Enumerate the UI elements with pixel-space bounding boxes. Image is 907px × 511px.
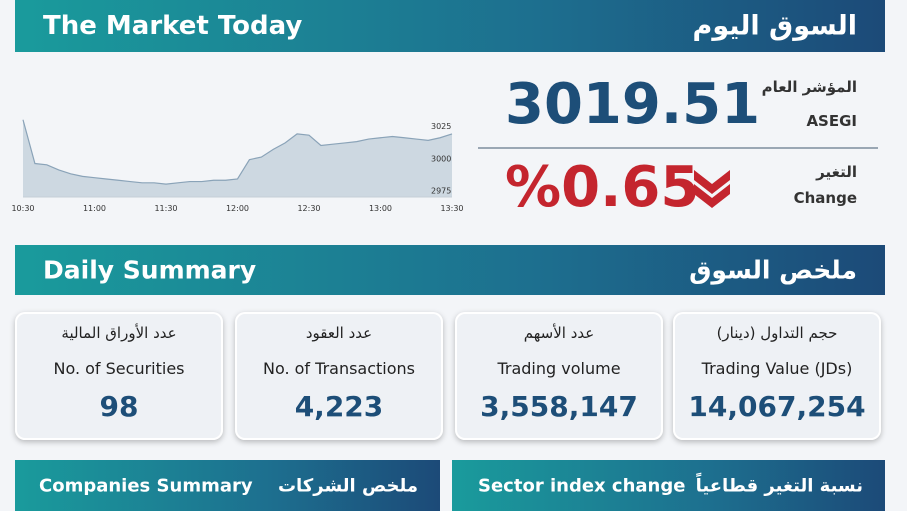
card-value: 3,558,147 [480, 390, 638, 423]
x-tick-label: 12:00 [226, 204, 249, 213]
x-tick-label: 11:00 [83, 204, 106, 213]
card-value: 14,067,254 [688, 390, 866, 423]
index-label-ar: المؤشر العام [761, 78, 857, 96]
x-tick-label: 13:00 [369, 204, 392, 213]
title-en: The Market Today [43, 11, 303, 41]
card-label-en: No. of Securities [53, 359, 185, 378]
y-tick-label: 3025 [431, 122, 451, 131]
y-tick-label: 3000 [431, 154, 451, 163]
change-label-ar: التغير [816, 163, 857, 181]
card-label-en: Trading volume [497, 359, 621, 378]
card-label-ar: حجم التداول (دينار) [716, 324, 838, 342]
card-value: 98 [99, 390, 139, 423]
header-bar: The Market Today السوق اليوم [15, 0, 885, 52]
x-tick-label: 10:30 [11, 204, 34, 213]
companies-ar: ملخص الشركات [277, 475, 418, 496]
daily-title-en: Daily Summary [43, 255, 257, 285]
companies-en: Companies Summary [39, 475, 253, 496]
daily-bar: Daily Summary ملخص السوق [15, 245, 885, 295]
companies-bar: Companies Summary ملخص الشركات [15, 460, 440, 511]
daily-title-ar: ملخص السوق [689, 255, 857, 285]
card-label-en: No. of Transactions [262, 359, 416, 378]
area [23, 119, 452, 197]
divider [478, 147, 878, 149]
line [22, 119, 453, 185]
title-ar: السوق اليوم [692, 10, 857, 42]
sector-ar: نسبة التغير قطاعياً [695, 475, 863, 496]
summary-card: عدد الأوراق المالية No. of Securities 98 [15, 312, 223, 440]
card-label-en: Trading Value (JDs) [701, 359, 853, 378]
y-tick-label: 2975 [431, 187, 451, 196]
index-value: 3019.51 [505, 72, 761, 137]
index-label-en: ASEGI [806, 112, 857, 130]
chart: 2975 3000 3025 10:30 11:00 11:30 12:00 12:30 13:… [11, 119, 464, 213]
card-label-ar: عدد الأسهم [523, 324, 595, 342]
summary-card: عدد الأسهم Trading volume 3,558,147 [455, 312, 663, 440]
x-tick-label: 11:30 [154, 204, 177, 213]
sector-en: Sector index change [478, 475, 686, 496]
card-value: 4,223 [294, 390, 384, 423]
summary-card: عدد العقود No. of Transactions 4,223 [235, 312, 443, 440]
x-tick-label: 13:30 [440, 204, 463, 213]
change-value: %0.65 [505, 155, 700, 220]
sector-bar: Sector index change نسبة التغير قطاعياً [452, 460, 885, 511]
card-label-ar: عدد العقود [305, 324, 373, 342]
x-tick-label: 12:30 [297, 204, 320, 213]
down-chevron [694, 170, 730, 208]
card-label-ar: عدد الأوراق المالية [61, 324, 177, 342]
summary-card: حجم التداول (دينار) Trading Value (JDs) 14… [673, 312, 881, 440]
change-label-en: Change [793, 189, 857, 207]
